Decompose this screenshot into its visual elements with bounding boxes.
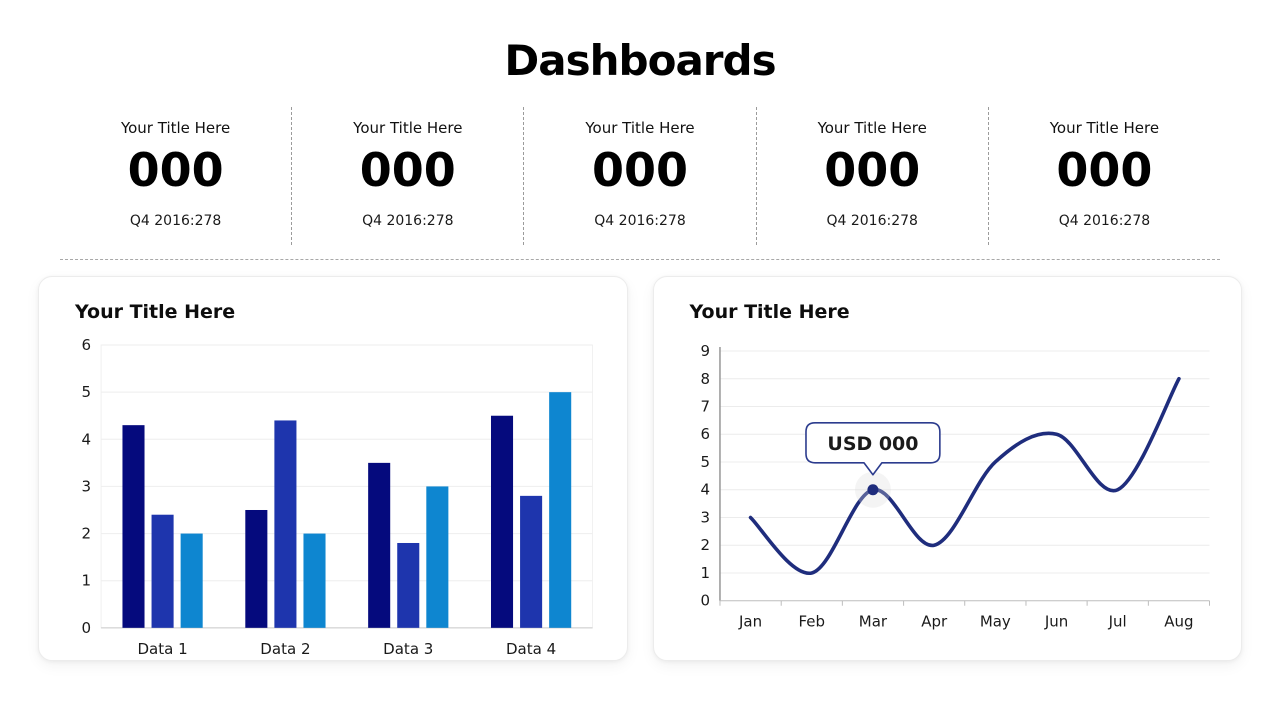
y-tick-label: 4 <box>700 481 710 499</box>
x-month-label: May <box>979 613 1010 631</box>
y-tick-label: 3 <box>81 477 91 495</box>
kpi-card-5: Your Title Here 000 Q4 2016:278 <box>989 107 1220 245</box>
kpi-card-4: Your Title Here 000 Q4 2016:278 <box>757 107 989 245</box>
x-month-label: Mar <box>858 613 887 631</box>
kpi-value: 000 <box>1056 143 1153 197</box>
y-tick-label: 0 <box>700 592 710 610</box>
bar-data4-s1 <box>490 415 514 628</box>
y-tick-label: 9 <box>700 342 710 360</box>
kpi-subtitle: Q4 2016:278 <box>1058 213 1151 229</box>
page-title: Dashboards <box>504 36 776 85</box>
x-month-label: Feb <box>798 613 825 631</box>
bar-chart-canvas: 0 1 2 3 4 5 6 Data 1 Data 2 Data 3 Data 4 <box>81 336 593 658</box>
x-category-label: Data 2 <box>260 640 310 658</box>
bar-data3-s2 <box>397 542 420 628</box>
kpi-title: Your Title Here <box>1049 119 1160 137</box>
y-tick-label: 4 <box>81 430 91 448</box>
bar-data4-s2 <box>520 495 543 628</box>
kpi-subtitle: Q4 2016:278 <box>594 213 686 229</box>
x-category-label: Data 3 <box>383 640 433 658</box>
bar-data3-s1 <box>368 462 391 628</box>
kpi-value: 000 <box>127 143 224 197</box>
bar-data4-s3 <box>549 392 572 628</box>
kpi-title: Your Title Here <box>817 119 927 137</box>
line-chart: 0 1 2 3 4 5 6 7 8 9 Jan Feb Mar Apr May Jun Jul Aug USD 00… <box>682 335 1214 645</box>
kpi-row: Your Title Here 000 Q4 2016:278 Your Tit… <box>60 107 1220 245</box>
x-month-label: Jun <box>1043 613 1067 631</box>
line-series <box>748 376 1181 575</box>
y-tick-label: 5 <box>81 383 91 401</box>
y-tick-label: 1 <box>81 572 91 590</box>
kpi-card-2: Your Title Here 000 Q4 2016:278 <box>292 107 525 245</box>
bar-data1-s2 <box>151 514 174 628</box>
tooltip-callout <box>804 422 941 476</box>
bar-chart: 0 1 2 3 4 5 6 Data 1 Data 2 Data 3 Data 4 <box>67 331 599 662</box>
y-tick-label: 6 <box>81 336 91 354</box>
y-tick-label: 7 <box>700 398 710 416</box>
line-chart-title: Your Title Here <box>689 301 850 323</box>
y-tick-label: 2 <box>81 525 91 543</box>
kpi-title: Your Title Here <box>353 119 463 137</box>
tooltip-label: USD 000 <box>827 433 918 455</box>
y-tick-label: 8 <box>700 370 710 388</box>
x-month-label: Aug <box>1164 613 1193 631</box>
bar-data3-s3 <box>426 486 449 628</box>
bar-data1-s1 <box>122 425 145 628</box>
y-tick-label: 6 <box>700 425 710 443</box>
kpi-title: Your Title Here <box>120 119 231 137</box>
x-month-label: Jul <box>1107 613 1126 631</box>
kpi-subtitle: Q4 2016:278 <box>129 213 222 229</box>
bar-data2-s3 <box>303 533 326 628</box>
kpi-value: 000 <box>359 143 456 197</box>
bar-chart-title: Your Title Here <box>75 301 236 323</box>
y-tick-label: 0 <box>81 619 91 637</box>
y-tick-label: 2 <box>700 536 710 554</box>
kpi-value: 000 <box>824 143 921 197</box>
x-category-label: Data 4 <box>506 640 556 658</box>
line-chart-card: Your Title Here 0 1 2 3 4 5 6 7 8 9 Jan Feb Mar Apr Ma… <box>652 276 1242 661</box>
y-tick-label: 1 <box>700 564 710 582</box>
line-chart-canvas: 0 1 2 3 4 5 6 7 8 9 Jan Feb Mar Apr May Jun Jul Aug USD 00… <box>700 342 1210 631</box>
x-month-label: Jan <box>738 613 762 631</box>
kpi-card-1: Your Title Here 000 Q4 2016:278 <box>60 107 293 245</box>
y-tick-label: 3 <box>700 509 710 527</box>
y-tick-label: 5 <box>700 453 710 471</box>
kpi-subtitle: Q4 2016:278 <box>826 213 918 229</box>
bar-data2-s2 <box>274 420 297 628</box>
bar-data1-s3 <box>180 533 203 628</box>
dashed-divider <box>60 259 1220 260</box>
x-month-label: Apr <box>921 613 948 631</box>
x-category-label: Data 1 <box>137 640 187 658</box>
data-point-marker <box>866 484 878 496</box>
kpi-title: Your Title Here <box>585 119 695 137</box>
cards-row: Your Title Here 0 1 2 3 4 5 6 Data 1 Data 2 Data … <box>38 276 1242 661</box>
kpi-value: 000 <box>591 143 689 197</box>
bar-data2-s1 <box>245 509 268 628</box>
bar-chart-card: Your Title Here 0 1 2 3 4 5 6 Data 1 Data 2 Data … <box>38 276 628 661</box>
kpi-card-3: Your Title Here 000 Q4 2016:278 <box>524 107 757 245</box>
kpi-subtitle: Q4 2016:278 <box>362 213 454 229</box>
